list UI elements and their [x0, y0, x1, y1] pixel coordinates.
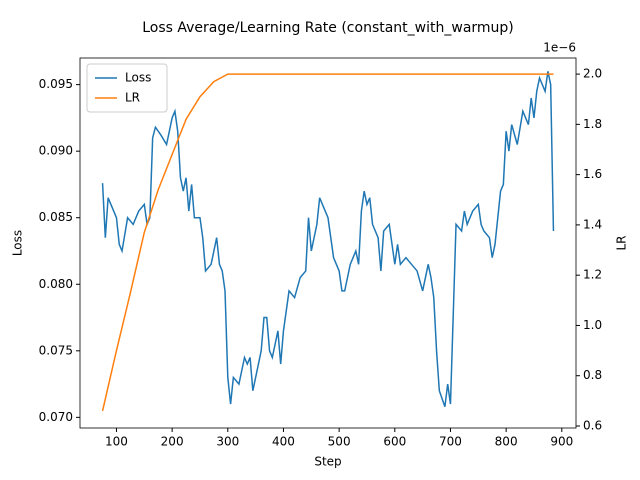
x-tick-label: 100	[105, 435, 128, 449]
y-tick-label: 0.070	[39, 410, 73, 424]
y-tick-label: 0.075	[39, 343, 73, 357]
y2-axis-label: LR	[615, 235, 629, 250]
y2-offset-label: 1e−6	[543, 41, 576, 55]
chart-title: Loss Average/Learning Rate (constant_wit…	[142, 20, 514, 36]
line-series	[101, 73, 554, 412]
x-tick-label: 600	[383, 435, 406, 449]
x-tick-label: 700	[439, 435, 462, 449]
y-axis-label: Loss	[11, 230, 25, 256]
y-tick-label: 0.095	[39, 77, 73, 91]
x-axis-label: Step	[314, 455, 341, 469]
y2-tick-label: 0.8	[583, 368, 602, 382]
line-series	[101, 71, 555, 407]
y2-tick-label: 1.6	[583, 167, 602, 181]
x-tick-label: 900	[550, 435, 573, 449]
x-tick-label: 200	[161, 435, 184, 449]
y-tick-label: 0.090	[39, 144, 73, 158]
x-tick-label: 400	[272, 435, 295, 449]
y2-tick-label: 1.2	[583, 268, 602, 282]
x-tick-label: 300	[216, 435, 239, 449]
y2-tick-label: 1.0	[583, 318, 602, 332]
axes-frame	[79, 57, 577, 429]
y2-tick-label: 2.0	[583, 67, 602, 81]
y2-tick-label: 0.6	[583, 418, 602, 432]
x-tick-label: 800	[495, 435, 518, 449]
y2-tick-label: 1.8	[583, 117, 602, 131]
y2-tick-label: 1.4	[583, 217, 602, 231]
legend-label: LR	[125, 91, 140, 105]
y-tick-label: 0.085	[39, 210, 73, 224]
legend-box	[86, 63, 168, 113]
legend-label: Loss	[125, 71, 151, 85]
x-tick-label: 500	[328, 435, 351, 449]
y-tick-label: 0.080	[39, 277, 73, 291]
